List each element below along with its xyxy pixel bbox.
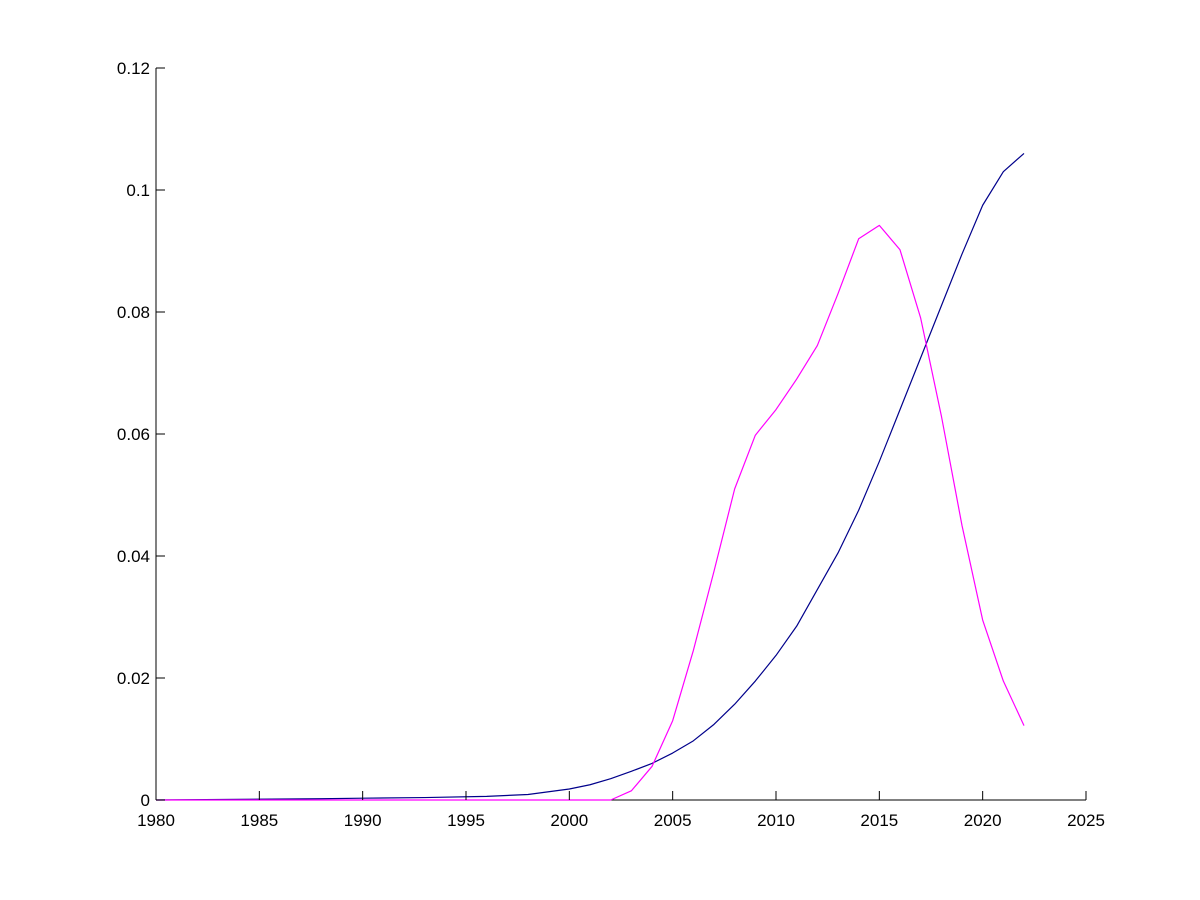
x-tick-label: 2020 — [964, 811, 1002, 830]
y-tick-label: 0.12 — [117, 59, 150, 78]
y-tick-label: 0.04 — [117, 547, 150, 566]
x-tick-label: 1995 — [447, 811, 485, 830]
x-tick-label: 2025 — [1067, 811, 1105, 830]
x-tick-label: 1980 — [137, 811, 175, 830]
y-tick-label: 0.06 — [117, 425, 150, 444]
x-tick-label: 2000 — [550, 811, 588, 830]
y-tick-label: 0.08 — [117, 303, 150, 322]
series-line-1 — [155, 152, 1025, 801]
x-tick-label: 2015 — [860, 811, 898, 830]
x-tick-label: 1990 — [344, 811, 382, 830]
y-tick-label: 0.02 — [117, 669, 150, 688]
y-tick-label: 0 — [141, 791, 150, 810]
y-tick-label: 0.1 — [126, 181, 150, 200]
x-tick-label: 2005 — [654, 811, 692, 830]
series-layer — [155, 152, 1025, 801]
x-tick-label: 2010 — [757, 811, 795, 830]
tick-layer: 1980 1985 1990 1995 2000 2005 2010 2015 2020 2025… — [117, 59, 1105, 830]
x-tick-label: 1985 — [240, 811, 278, 830]
series-line-2 — [156, 224, 1025, 801]
axes — [155, 68, 1086, 801]
